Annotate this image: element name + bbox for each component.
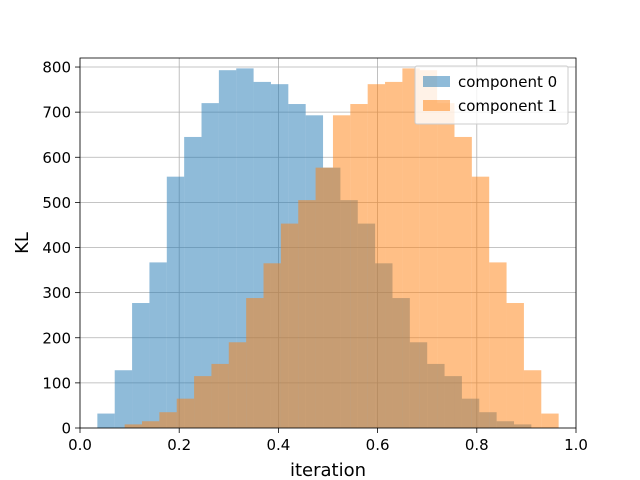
y-tick-label: 600 <box>42 149 71 167</box>
histogram-bar <box>201 103 219 428</box>
histogram-bar <box>218 70 237 429</box>
histogram-bar <box>332 115 351 429</box>
histogram-bars <box>97 68 559 429</box>
histogram-bar <box>142 421 160 428</box>
x-tick-label: 0.0 <box>68 436 92 454</box>
histogram-bar <box>385 81 403 428</box>
histogram-bar <box>124 424 142 428</box>
legend-label: component 0 <box>458 73 557 91</box>
histogram-bar <box>228 342 247 428</box>
histogram-bar <box>184 136 202 428</box>
plot-frame <box>79 57 577 429</box>
y-tick-label: 400 <box>42 239 71 257</box>
histogram-bar <box>166 176 185 428</box>
x-tick-label: 0.6 <box>366 436 390 454</box>
histogram-bar <box>176 398 195 428</box>
histogram-bar <box>263 263 281 428</box>
histogram-bar <box>315 167 333 428</box>
x-tick-label: 0.2 <box>167 436 191 454</box>
histogram-bar <box>211 363 229 428</box>
histogram-bar <box>471 176 490 428</box>
histogram-bar <box>402 68 420 428</box>
x-axis-ticks: 0.0 0.2 0.4 0.6 0.8 1.0 <box>68 428 588 454</box>
histogram-bar <box>159 412 177 428</box>
histogram-bar <box>97 413 115 428</box>
y-tick-label: 500 <box>42 194 71 212</box>
histogram-bar <box>194 376 212 428</box>
histogram-bar <box>489 262 507 428</box>
y-tick-label: 300 <box>42 284 71 302</box>
y-tick-label: 800 <box>42 59 71 77</box>
x-tick-label: 0.4 <box>266 436 290 454</box>
histogram-bar <box>454 136 472 428</box>
histogram-bar <box>367 84 386 429</box>
histogram-bar <box>541 413 559 428</box>
legend-label: component 1 <box>458 97 557 115</box>
histogram-bar <box>350 104 368 429</box>
histogram-bar <box>280 223 299 428</box>
series-1-bars <box>124 68 559 429</box>
histogram-bar <box>506 303 524 428</box>
legend-swatch <box>423 100 450 111</box>
histogram-bar <box>523 370 542 428</box>
histogram-bar <box>437 103 455 428</box>
y-tick-label: 200 <box>42 329 71 347</box>
histogram-bar <box>419 70 438 429</box>
histogram-bar <box>149 262 167 428</box>
y-axis-label: KL <box>12 232 33 254</box>
histogram-bar <box>246 298 264 428</box>
x-tick-label: 1.0 <box>564 436 588 454</box>
legend-box <box>414 65 569 125</box>
histogram-bar <box>298 200 316 428</box>
legend-swatch <box>423 76 450 87</box>
y-axis-ticks: 0 100 200 300 400 500 600 700 800 <box>42 59 80 438</box>
histogram-bar <box>132 303 150 428</box>
legend: component 0 component 1 <box>414 65 569 125</box>
histogram-bar <box>114 370 133 428</box>
y-tick-label: 0 <box>61 420 71 438</box>
x-axis-label: iteration <box>290 460 366 480</box>
y-tick-label: 700 <box>42 104 71 122</box>
x-tick-label: 0.8 <box>465 436 489 454</box>
y-tick-label: 100 <box>42 374 71 392</box>
